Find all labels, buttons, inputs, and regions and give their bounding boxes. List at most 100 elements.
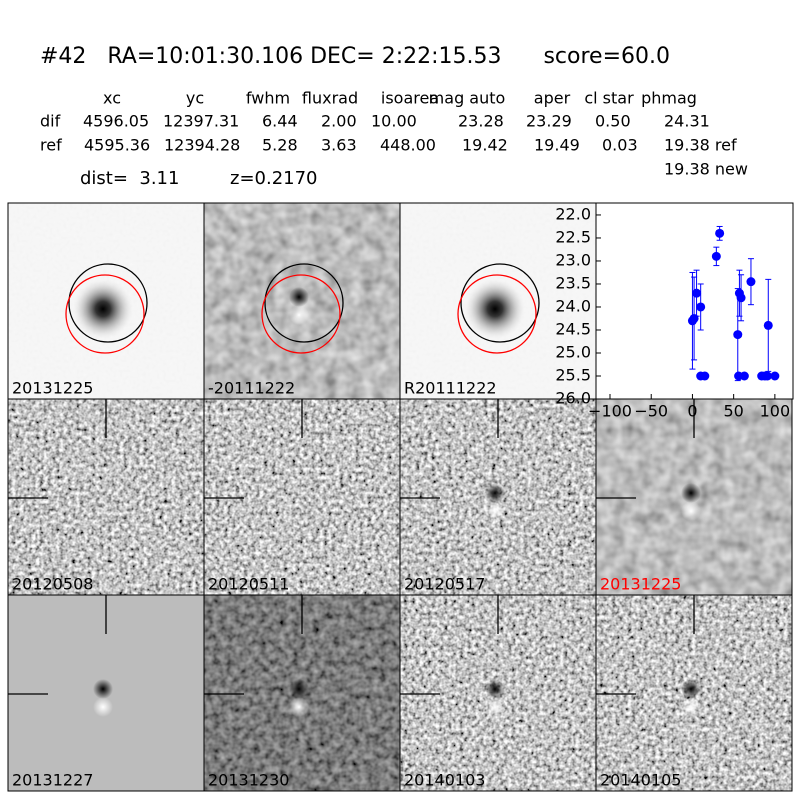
cell: 19.42 [462, 136, 508, 155]
cell: 0.50 [595, 112, 631, 131]
image-panel: 20120508 [7, 398, 205, 596]
column-header: yc [186, 89, 204, 108]
point [700, 371, 710, 381]
panel-label: 20131230 [208, 771, 289, 790]
extra-mag: 19.38 new [664, 160, 748, 179]
y-tick-label: 23.0 [555, 250, 591, 269]
cell: 23.28 [458, 112, 504, 131]
cell: 19.38 ref [664, 136, 737, 155]
bright-blob [289, 697, 309, 717]
dark-blob [289, 679, 309, 699]
cell: 19.49 [534, 136, 580, 155]
ref-circle [68, 263, 148, 343]
det-circle [65, 274, 145, 354]
y-tick-label: 24.5 [555, 319, 591, 338]
cell: 10.00 [371, 112, 417, 131]
panel-label: -20111222 [208, 379, 295, 398]
y-tick-label: 24.0 [555, 296, 591, 315]
point [715, 228, 725, 238]
row-label: dif [40, 112, 61, 131]
point [733, 330, 743, 340]
image-panel: 20140103 [399, 594, 597, 792]
point [711, 251, 721, 261]
x-tick-label: 50 [723, 402, 743, 421]
x-tick-label: −50 [634, 402, 668, 421]
title: #42 RA=10:01:30.106 DEC= 2:22:15.53 scor… [40, 44, 670, 69]
point [689, 313, 699, 323]
dark-blob [681, 679, 701, 699]
bright-blob [681, 697, 701, 717]
image-panel: 20120511 [203, 398, 401, 596]
image-panel: R20111222 [399, 202, 597, 400]
panel-label: 20131225 [600, 575, 681, 594]
cell: 4595.36 [84, 136, 150, 155]
bright-blob [289, 305, 309, 325]
panel-label: R20111222 [404, 379, 497, 398]
ref-circle [460, 263, 540, 343]
image-panel: 20131225 [595, 398, 793, 596]
y-tick-label: 23.5 [555, 273, 591, 292]
image-panel: 20140105 [595, 594, 793, 792]
det-circle [457, 274, 537, 354]
x-tick-label: −100 [588, 402, 632, 421]
dark-blob [93, 679, 113, 699]
y-tick-label: 25.5 [555, 365, 591, 384]
cell: 2.00 [321, 112, 357, 131]
y-tick-label: 25.0 [555, 342, 591, 361]
x-tick-label: 100 [760, 402, 791, 421]
point [739, 371, 749, 381]
panel-label: 20120511 [208, 575, 289, 594]
y-tick-label: 26.0 [555, 389, 591, 408]
column-header: phmag [641, 89, 697, 108]
bright-blob [485, 501, 505, 521]
dark-blob [485, 483, 505, 503]
column-header: fluxrad [302, 89, 358, 108]
panel-label: 20120508 [12, 575, 93, 594]
column-header: aper [534, 89, 571, 108]
det-circle [261, 274, 341, 354]
x-tick-label: 0 [687, 402, 697, 421]
image-panel: 20131225 [7, 202, 205, 400]
row-label: ref [40, 136, 62, 155]
panel-label: 20120517 [404, 575, 485, 594]
image-panel: 20131230 [203, 594, 401, 792]
point [692, 288, 702, 298]
image-panel: 20131227 [7, 594, 205, 792]
panel-label: 20140103 [404, 771, 485, 790]
bright-blob [93, 697, 113, 717]
column-header: mag auto [429, 89, 506, 108]
dark-blob [681, 483, 701, 503]
point [746, 277, 756, 287]
point [696, 302, 706, 312]
column-header: fwhm [246, 89, 290, 108]
column-header: cl star [584, 89, 634, 108]
image-panel: -20111222 [203, 202, 401, 400]
point [762, 371, 772, 381]
cell: 0.03 [602, 136, 638, 155]
redshift: z=0.2170 [230, 168, 318, 189]
cell: 3.63 [321, 136, 357, 155]
bright-blob [485, 697, 505, 717]
y-tick-label: 22.5 [555, 227, 591, 246]
column-header: isoarea [381, 89, 439, 108]
source [73, 279, 133, 339]
y-tick-label: 22.0 [555, 204, 591, 223]
cell: 448.00 [380, 136, 436, 155]
bright-blob [681, 501, 701, 521]
ref-circle [264, 263, 344, 343]
cell: 12394.28 [164, 136, 240, 155]
cell: 6.44 [262, 112, 298, 131]
panel-label: 20131225 [12, 379, 93, 398]
panel-label: 20131227 [12, 771, 93, 790]
dark-blob [485, 679, 505, 699]
panel-label: 20140105 [600, 771, 681, 790]
image-panel: 20120517 [399, 398, 597, 596]
dist: dist= 3.11 [80, 168, 179, 189]
point [763, 320, 773, 330]
cell: 4596.05 [83, 112, 149, 131]
panel-border [595, 594, 793, 792]
point [736, 293, 746, 303]
cell: 5.28 [262, 136, 298, 155]
cell: 12397.31 [163, 112, 239, 131]
